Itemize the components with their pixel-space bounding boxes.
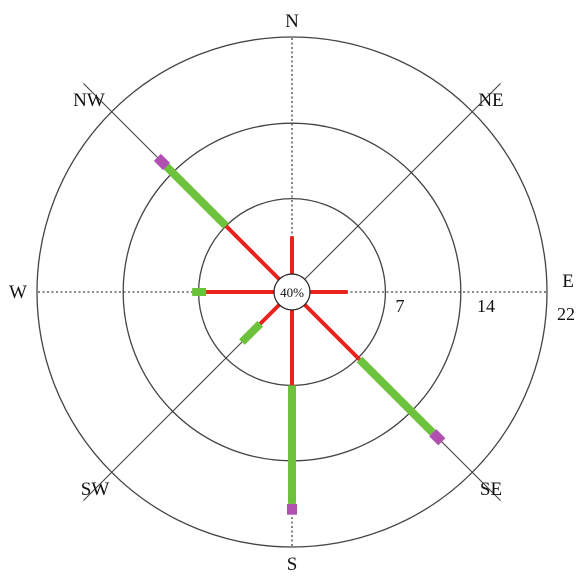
calm-center: 40% [273, 273, 311, 311]
wind-bars [153, 153, 446, 515]
bar-se-segment-1 [303, 303, 361, 361]
direction-label-sw: SW [81, 479, 110, 500]
direction-label-se: SE [480, 479, 502, 500]
direction-label-n: N [285, 11, 299, 32]
direction-label-s: S [287, 554, 298, 575]
bar-se-segment-2 [356, 356, 436, 436]
ring-label-2: 14 [477, 296, 495, 316]
ring-label-1: 7 [396, 296, 405, 316]
direction-label-ne: NE [478, 90, 503, 111]
bar-nw-segment-2 [163, 163, 229, 229]
bar-sw-segment-1 [258, 303, 281, 326]
bar-sw-segment-2 [239, 320, 264, 345]
ring-label-3: 22 [557, 304, 575, 324]
ring-labels: 7 14 22 [396, 296, 576, 324]
direction-label-nw: NW [73, 90, 105, 111]
direction-labels: N NE E SE S SW W NW [9, 11, 574, 575]
ring-3 [36, 36, 548, 548]
direction-label-e: E [562, 271, 574, 292]
bar-nw-segment-1 [224, 224, 281, 281]
bar-se-segment-3 [429, 429, 446, 446]
bar-nw-segment-3 [153, 153, 171, 171]
direction-label-w: W [9, 282, 27, 303]
spoke-ne [304, 83, 501, 280]
calm-circle [273, 273, 311, 311]
calm-percentage-label: 40% [280, 285, 304, 300]
